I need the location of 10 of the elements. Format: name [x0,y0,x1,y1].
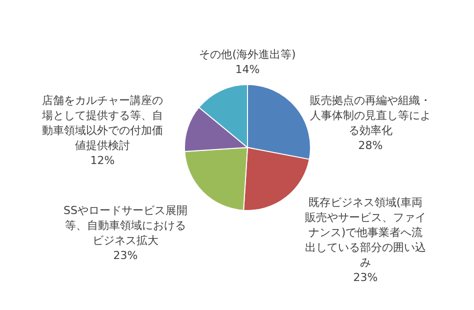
data-label: 23% [113,249,138,262]
data-label: 12% [90,154,115,167]
slice-label: 店舗をカルチャー講座の場として提供する等、自動車領域以外での付加価値提供検討 [41,94,163,152]
data-label: 23% [353,271,378,284]
slice-label: 既存ビジネス領域(車両販売やサービス、ファイナンス)で他事業者へ流出している部分の囲い込み [305,196,426,269]
slice-label: SSやロードサービス展開等、自動車領域におけるビジネス拡大 [64,204,188,247]
slice-label: 販売拠点の再編や組織・人事体制の見直し等による効率化 [310,94,431,137]
slice-label: その他(海外進出等) [199,48,296,61]
data-label: 14% [235,63,260,76]
data-label: 28% [358,139,383,152]
